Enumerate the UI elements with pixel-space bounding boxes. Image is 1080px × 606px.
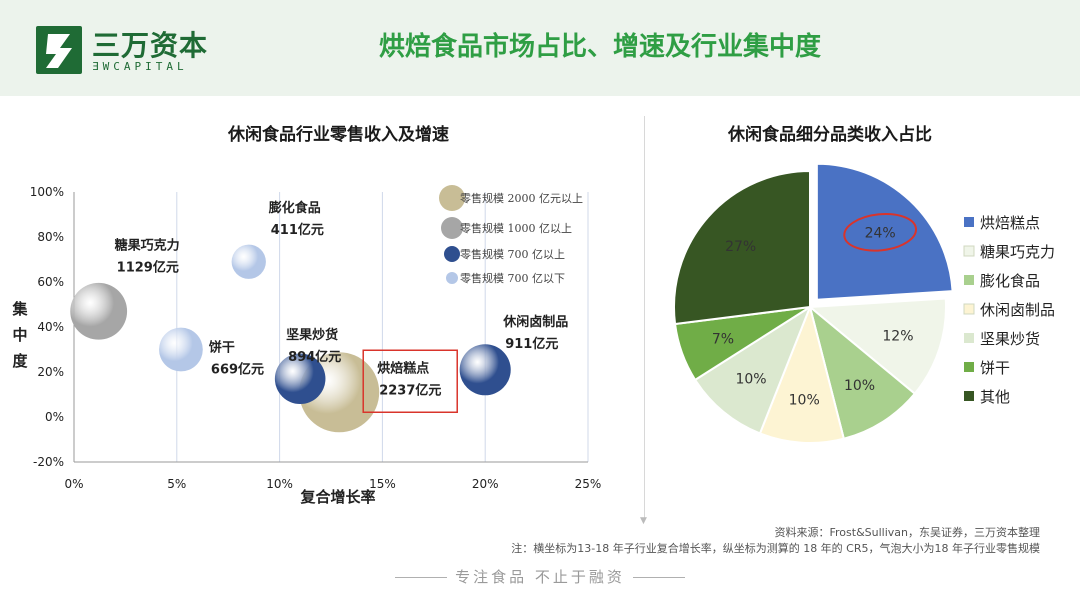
- pie-legend-swatch: [964, 217, 974, 227]
- legend-swatch: [439, 185, 465, 211]
- pie-slice-休闲卤制品: [758, 303, 846, 444]
- pie-slice-糖果巧克力: [807, 297, 947, 396]
- x-tick-label: 25%: [575, 477, 602, 491]
- pie-chart: 24% 12% 10% 10% 10% 7% 27% 烘焙糕点糖果巧克力膨化食品休闲卤制品坚…: [673, 162, 1055, 444]
- logo-subtext: ƎWCAPITAL: [92, 60, 188, 73]
- y-axis-label-char: 集: [11, 300, 28, 318]
- slogan: 专注食品 不止于融资: [0, 566, 1080, 587]
- legend-label: 零售规模 700 亿以下: [460, 271, 565, 285]
- header-bar: 三万资本 ƎWCAPITAL 烘焙食品市场占比、增速及行业集中度: [0, 0, 1080, 96]
- y-tick-label: 20%: [37, 365, 64, 379]
- bubble-label-name: 坚果炒货: [286, 327, 338, 343]
- axis-note: 注：横坐标为13-18 年子行业复合增长率，纵坐标为测算的 18 年的 CR5，…: [511, 542, 1040, 555]
- pie-slice-label: 27%: [725, 239, 756, 255]
- source-note: 资料来源：Frost&Sullivan，东吴证券，三万资本整理: [774, 526, 1040, 539]
- pie-legend-label: 糖果巧克力: [980, 243, 1055, 261]
- x-tick-label: 10%: [266, 477, 293, 491]
- y-axis-label-char: 度: [12, 352, 28, 370]
- bubble-label-name: 膨化食品: [268, 200, 321, 216]
- x-tick-label: 5%: [167, 477, 186, 491]
- logo-mark-icon: [36, 26, 82, 74]
- slogan-left-rule: [395, 577, 448, 578]
- bubble-坚果炒货: [274, 353, 326, 405]
- pie-legend-swatch: [963, 245, 975, 257]
- bubble-label-value: 894亿元: [288, 349, 341, 365]
- slogan-right-rule: [632, 577, 685, 578]
- bubble-膨化食品: [231, 244, 266, 279]
- y-tick-label: 40%: [37, 320, 64, 334]
- bubble-饼干: [159, 327, 203, 372]
- legend-swatch: [444, 246, 460, 262]
- slogan-text: 专注食品 不止于融资: [455, 568, 625, 586]
- y-tick-label: 60%: [37, 275, 64, 289]
- pie-legend-label: 休闲卤制品: [980, 301, 1055, 319]
- highlight-circle: [843, 213, 918, 252]
- pie-slice-label: 12%: [882, 329, 913, 345]
- y-tick-label: -20%: [33, 455, 64, 469]
- y-tick-label: 0%: [45, 410, 64, 424]
- bubble-label-value: 669亿元: [211, 362, 264, 378]
- panel-divider: [644, 116, 645, 520]
- pie-slice-坚果炒货: [693, 304, 813, 435]
- pie-slice-烘焙糕点: [815, 162, 954, 301]
- bubble-label-name: 休闲卤制品: [502, 314, 568, 330]
- bubble-label-value: 411亿元: [271, 222, 324, 238]
- y-tick-label: 80%: [37, 230, 64, 244]
- pie-legend-swatch: [964, 275, 974, 285]
- pie-legend-label: 膨化食品: [980, 272, 1040, 290]
- brand-logo: 三万资本 ƎWCAPITAL: [34, 24, 234, 80]
- pie-slice-label: 10%: [844, 378, 875, 394]
- pie-slice-label: 24%: [865, 225, 896, 241]
- pie-legend-swatch: [964, 333, 974, 343]
- pie-slice-其他: [673, 169, 811, 326]
- highlight-box: [362, 349, 458, 413]
- x-tick-label: 20%: [472, 477, 499, 491]
- bubble-label-name: 饼干: [209, 340, 235, 356]
- pie-slice-label: 10%: [735, 371, 766, 387]
- pie-legend-label: 饼干: [980, 359, 1010, 377]
- pie-legend-swatch: [964, 391, 974, 401]
- bubble-label-value: 2237亿元: [379, 382, 441, 398]
- pie-chart-title: 休闲食品细分品类收入占比: [728, 125, 932, 145]
- legend-label: 零售规模 700 亿以上: [460, 247, 565, 261]
- x-axis-label: 复合增长率: [299, 488, 375, 506]
- legend-swatch: [441, 217, 463, 239]
- page-title: 烘焙食品市场占比、增速及行业集中度: [378, 32, 821, 62]
- bubble-label-value: 911亿元: [505, 336, 558, 352]
- pie-slice-label: 10%: [789, 392, 820, 408]
- bubble-糖果巧克力: [70, 282, 128, 340]
- x-tick-label: 0%: [64, 477, 83, 491]
- x-tick-label: 15%: [369, 477, 396, 491]
- pie-legend-swatch: [964, 362, 974, 372]
- bubble-chart: 0% 5% 10% 15% 20% 25%-20%0%20%40%60%80%100% 糖…: [11, 185, 602, 506]
- legend-label: 零售规模 2000 亿元以上: [460, 191, 583, 205]
- bubble-label-name: 糖果巧克力: [115, 237, 180, 253]
- legend-swatch: [446, 272, 458, 284]
- bubble-休闲卤制品: [459, 344, 511, 396]
- bubble-chart-title: 休闲食品行业零售收入及增速: [228, 125, 449, 145]
- y-axis-label-char: 中: [12, 326, 27, 344]
- bubble-label-name: 烘焙糕点: [377, 360, 429, 376]
- pie-slice-label: 7%: [712, 331, 734, 347]
- pie-legend-label: 烘焙糕点: [980, 214, 1040, 232]
- y-tick-label: 100%: [30, 185, 64, 199]
- bubble-label-value: 1129亿元: [117, 259, 179, 275]
- pie-legend-label: 其他: [980, 388, 1010, 406]
- pie-legend-swatch: [963, 303, 975, 315]
- legend-label: 零售规模 1000 亿以上: [460, 221, 572, 235]
- pie-legend-label: 坚果炒货: [980, 330, 1040, 348]
- divider-arrow-icon: ▼: [640, 516, 647, 526]
- logo-text: 三万资本: [92, 29, 209, 62]
- y-axis-label: 集中度: [11, 300, 28, 370]
